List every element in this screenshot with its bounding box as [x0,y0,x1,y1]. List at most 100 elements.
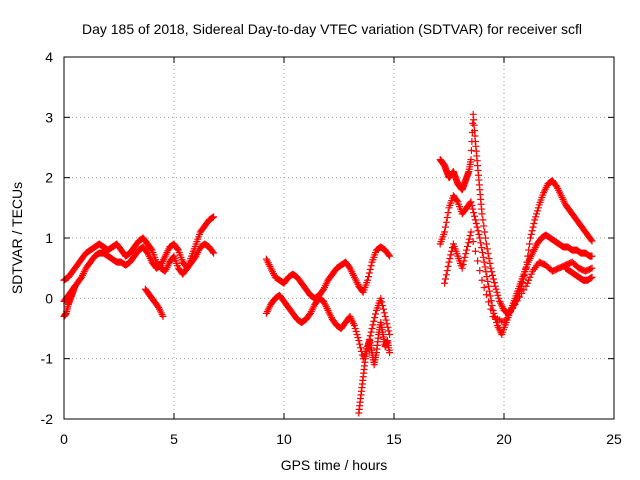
y-tick-label: -1 [41,351,54,367]
data-point [379,305,387,313]
x-tick-label: 20 [496,431,512,447]
data-point [528,227,536,235]
data-point [356,340,364,348]
data-point [364,273,372,281]
data-point [365,269,373,277]
data-point [489,275,497,283]
y-tick-label: -2 [41,411,54,427]
data-point [441,228,449,236]
data-point [480,283,488,291]
data-point [385,327,393,335]
data-point [495,294,503,302]
data-point [518,290,526,298]
data-point [441,279,449,287]
data-point [482,240,490,248]
x-tick-label: 10 [276,431,292,447]
data-point [484,277,492,285]
data-point [467,147,475,155]
data-point [468,201,476,209]
data-point [485,282,493,290]
data-point [210,249,218,257]
data-point [379,302,387,310]
data-point [588,273,596,281]
data-point [486,292,494,300]
data-point [380,309,388,317]
data-point [364,276,372,284]
data-point [531,216,539,224]
data-point [527,230,535,238]
data-point [482,268,490,276]
data-point [493,288,501,296]
data-point [492,285,500,293]
data-point [533,210,541,218]
data-point [500,318,508,326]
data-point [588,237,596,245]
y-tick-label: 1 [45,230,53,246]
data-point [491,282,499,290]
data-point [513,297,521,305]
data-point [353,331,361,339]
data-point [472,220,480,228]
data-point [487,264,495,272]
data-point [443,213,451,221]
data-point [354,334,362,342]
data-point [484,250,492,258]
data-point [494,291,502,299]
data-point [386,331,394,339]
data-point [471,216,479,224]
data-point [466,232,474,240]
data-point [522,282,530,290]
data-point [480,222,488,230]
data-point [350,321,358,329]
data-point [525,246,533,254]
data-point [209,248,217,256]
data-point [482,291,490,299]
data-point [386,349,394,357]
data-point [532,213,540,221]
data-point [470,209,478,217]
data-point [467,198,475,206]
data-point [479,216,487,224]
data-point [368,325,376,332]
data-point [485,298,493,306]
data-point [475,230,483,238]
data-point [443,267,451,275]
data-point [467,156,475,164]
data-point [534,204,542,212]
x-axis-title: GPS time / hours [281,457,388,473]
data-point [355,337,363,345]
x-tick-label: 15 [386,431,402,447]
data-point [527,270,535,278]
data-point [159,312,167,320]
data-point [488,302,496,310]
data-point [588,264,596,272]
data-point [366,265,374,273]
data-point [523,279,531,287]
data-point [525,276,533,284]
y-tick-label: 0 [45,290,53,306]
data-point [209,213,217,221]
data-point [478,276,486,284]
data-point [445,258,453,266]
data-point [587,236,595,244]
data-point [587,265,595,273]
data-point [533,207,541,215]
data-point [480,258,488,266]
data-point [369,321,377,329]
data-point [520,286,528,294]
data-point [447,251,455,259]
data-point [481,263,489,271]
data-point [587,274,595,282]
data-point [483,273,491,281]
data-points [60,110,596,417]
data-point [526,240,534,248]
data-point [453,197,461,205]
data-point [502,315,510,323]
data-point [463,246,471,254]
y-tick-label: 3 [45,109,53,125]
data-point [367,328,375,336]
data-point [357,344,365,352]
data-point [351,325,359,332]
